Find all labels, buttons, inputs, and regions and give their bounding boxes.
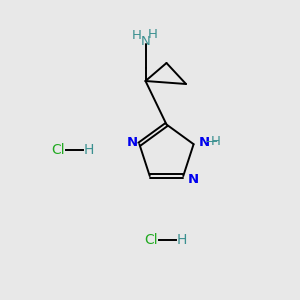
Text: H: H <box>148 28 158 41</box>
Text: H: H <box>132 28 141 42</box>
Text: —: — <box>206 135 218 148</box>
Text: Cl: Cl <box>144 233 158 247</box>
Text: H: H <box>84 143 94 157</box>
Text: N: N <box>188 172 199 186</box>
Text: N: N <box>141 34 150 48</box>
Text: N: N <box>127 136 138 149</box>
Text: N: N <box>199 136 210 149</box>
Text: Cl: Cl <box>51 143 64 157</box>
Text: H: H <box>177 233 188 247</box>
Text: H: H <box>210 135 220 148</box>
